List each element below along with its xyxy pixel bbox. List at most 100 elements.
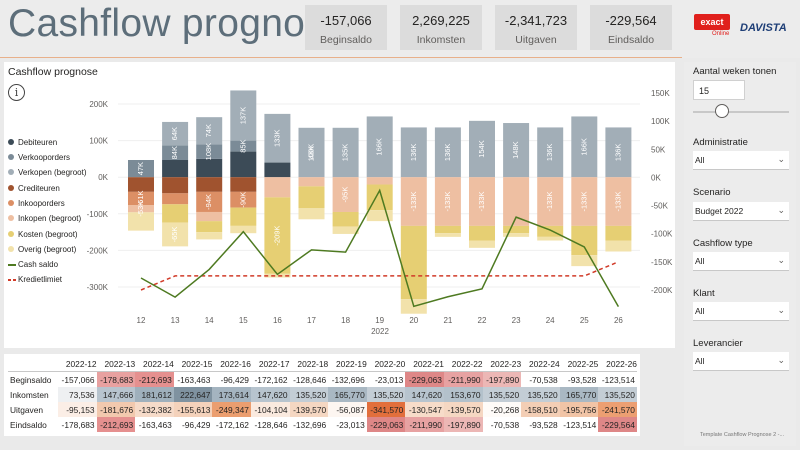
bar-data-label: -94K bbox=[204, 194, 213, 210]
table-column-header[interactable]: 2022-14 bbox=[135, 357, 174, 372]
table-cell: -128,646 bbox=[289, 371, 329, 387]
chevron-down-icon: ⌄ bbox=[777, 154, 785, 164]
table-cell: -132,696 bbox=[289, 417, 329, 432]
bar-data-label: 148K bbox=[511, 141, 520, 159]
klant-dropdown[interactable]: All ⌄ bbox=[693, 302, 789, 321]
scenario-dropdown[interactable]: Budget 2022 ⌄ bbox=[693, 202, 789, 221]
cashflow-type-dropdown[interactable]: All ⌄ bbox=[693, 252, 789, 271]
y-tick-label: -300K bbox=[87, 283, 109, 292]
table-column-header[interactable]: 2022-22 bbox=[443, 357, 483, 372]
weeks-slider-track[interactable] bbox=[693, 111, 789, 113]
table-cell: 135,520 bbox=[289, 387, 329, 402]
bar-segment bbox=[400, 177, 427, 226]
table-cell: -132,696 bbox=[328, 371, 367, 387]
y2-tick-label: 0K bbox=[651, 173, 661, 182]
table-cell: -249,347 bbox=[212, 402, 251, 417]
bar-segment bbox=[537, 127, 564, 178]
dropdown-value: All bbox=[695, 306, 705, 316]
legend-label: Crediteuren bbox=[18, 184, 60, 193]
legend-dot bbox=[8, 231, 14, 237]
table-cell: -341,570 bbox=[366, 402, 406, 417]
x-tick-label: 20 bbox=[409, 316, 418, 325]
legend-label: Verkooporders bbox=[18, 153, 71, 162]
table-cell: -181,676 bbox=[96, 402, 136, 417]
table-cell: 73,536 bbox=[58, 387, 97, 402]
table-cell: -123,514 bbox=[598, 371, 637, 387]
x-tick-label: 26 bbox=[614, 316, 623, 325]
table-column-header[interactable]: 2022-20 bbox=[366, 357, 406, 372]
table-column-header[interactable]: 2022-21 bbox=[405, 357, 444, 372]
bar-segment bbox=[230, 140, 257, 152]
legend-label: Verkopen (begroot) bbox=[18, 168, 87, 177]
kpi-value: 2,269,225 bbox=[412, 13, 470, 28]
table-column-header[interactable]: 2022-17 bbox=[250, 357, 290, 372]
table-cell: -163,463 bbox=[135, 417, 174, 432]
weeks-slider-thumb[interactable] bbox=[714, 104, 729, 118]
legend-dot bbox=[8, 139, 14, 145]
table-column-header[interactable]: 2022-18 bbox=[289, 357, 329, 372]
table-cell: -96,429 bbox=[212, 371, 251, 387]
table-cell: -130,547 bbox=[405, 402, 444, 417]
table-cell: 165,770 bbox=[328, 387, 367, 402]
table-column-header[interactable]: 2022-13 bbox=[96, 357, 136, 372]
bar-data-label: 108K bbox=[204, 143, 213, 161]
y2-tick-label: -200K bbox=[651, 286, 673, 295]
table-column-header[interactable]: 2022-26 bbox=[598, 357, 637, 372]
x-tick-label: 22 bbox=[478, 316, 487, 325]
table-cell: 153,670 bbox=[443, 387, 483, 402]
table-cell: 173,614 bbox=[212, 387, 251, 402]
x-tick-label: 24 bbox=[546, 316, 555, 325]
table-cell: 135,520 bbox=[366, 387, 406, 402]
bar-data-label: 166K bbox=[579, 138, 588, 156]
table-column-header[interactable]: 2022-15 bbox=[173, 357, 213, 372]
kpi-eindsaldo: -229,564 Eindsaldo bbox=[590, 5, 672, 50]
table-column-header[interactable]: 2022-25 bbox=[559, 357, 599, 372]
table-column-header[interactable]: 2022-12 bbox=[58, 357, 97, 372]
kpi-beginsaldo: -157,066 Beginsaldo bbox=[305, 5, 387, 50]
bar-data-label: 133K bbox=[272, 129, 281, 147]
bar-data-label: -133K bbox=[443, 192, 452, 212]
table-cell: 147,620 bbox=[250, 387, 290, 402]
bar-segment bbox=[332, 127, 359, 178]
bar-data-label: 74K bbox=[204, 124, 213, 137]
table-column-header[interactable]: 2022-23 bbox=[482, 357, 522, 372]
info-icon[interactable]: i bbox=[8, 84, 25, 101]
legend-label: Kredietlimiet bbox=[18, 275, 63, 284]
table-corner[interactable] bbox=[8, 357, 58, 372]
dropdown-value: All bbox=[695, 256, 705, 266]
bar-segment bbox=[230, 177, 257, 192]
table-column-header[interactable]: 2022-16 bbox=[212, 357, 251, 372]
bar-segment bbox=[537, 225, 564, 237]
x-tick-label: 17 bbox=[307, 316, 316, 325]
table-cell: 135,520 bbox=[521, 387, 560, 402]
administratie-dropdown[interactable]: All ⌄ bbox=[693, 151, 789, 170]
bar-segment bbox=[571, 177, 598, 226]
bar-segment bbox=[128, 205, 154, 213]
bar-data-label: 166K bbox=[375, 138, 384, 156]
exact-logo: exact bbox=[694, 14, 730, 30]
table-column-header[interactable]: 2022-24 bbox=[521, 357, 560, 372]
chevron-down-icon: ⌄ bbox=[777, 355, 785, 365]
bar-data-label: 64K bbox=[170, 127, 179, 140]
bar-segment bbox=[162, 204, 189, 223]
table-row-label: Inkomsten bbox=[10, 389, 49, 400]
filter-label-klant: Klant bbox=[693, 288, 715, 299]
table-cell: -229,564 bbox=[598, 417, 637, 432]
table-cell: -23,013 bbox=[366, 371, 406, 387]
table-cell: -139,570 bbox=[289, 402, 329, 417]
exact-logo-sub: Online bbox=[712, 31, 730, 37]
page-title: Cashflow prognose bbox=[8, 2, 347, 45]
bar-segment bbox=[332, 226, 359, 234]
kpi-label: Beginsaldo bbox=[320, 34, 372, 46]
chevron-down-icon: ⌄ bbox=[777, 255, 785, 265]
table-column-header[interactable]: 2022-19 bbox=[328, 357, 367, 372]
bar-segment bbox=[230, 90, 257, 141]
kpi-label: Eindsaldo bbox=[607, 34, 655, 46]
x-tick-label: 15 bbox=[239, 316, 248, 325]
bar-segment bbox=[503, 123, 530, 178]
kpi-value: -2,341,723 bbox=[504, 13, 568, 28]
table-cell: 135,520 bbox=[482, 387, 522, 402]
leverancier-dropdown[interactable]: All ⌄ bbox=[693, 352, 789, 371]
dropdown-value: All bbox=[695, 155, 705, 165]
weeks-input[interactable]: 15 bbox=[693, 80, 745, 100]
